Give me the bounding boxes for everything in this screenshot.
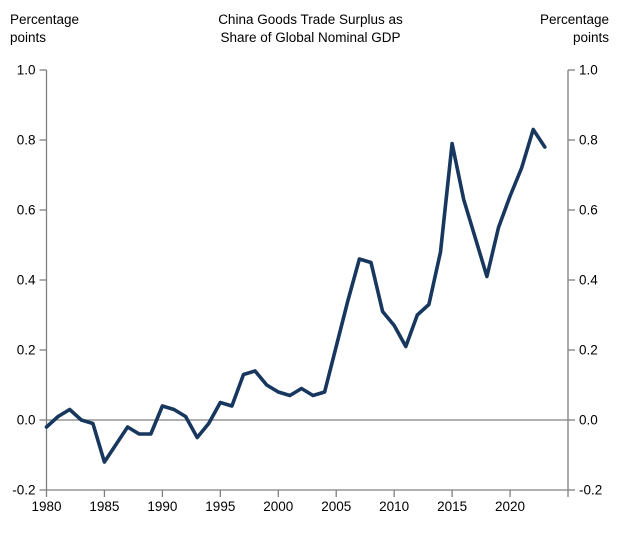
x-tick-label: 1990 <box>147 499 177 514</box>
right-axis-unit-line2: points <box>572 30 609 45</box>
y-tick-label-left: 0.0 <box>17 413 36 428</box>
x-tick-label: 1980 <box>31 499 61 514</box>
y-tick-label-right: 0.8 <box>579 133 598 148</box>
y-tick-label-right: 1.0 <box>579 63 598 78</box>
x-tick-label: 2010 <box>379 499 409 514</box>
right-axis-unit-line1: Percentage <box>539 12 609 27</box>
y-tick-label-left: 0.6 <box>17 203 36 218</box>
left-axis-unit-line2: points <box>10 30 47 45</box>
right-axis-unit-label: Percentage points <box>540 11 609 47</box>
x-tick-label: 1985 <box>89 499 119 514</box>
trade-surplus-line <box>44 127 547 464</box>
x-tick-label: 1995 <box>205 499 235 514</box>
y-tick-label-left: -0.2 <box>12 483 35 498</box>
y-tick-label-right: 0.0 <box>579 413 598 428</box>
y-tick-label-right: 0.6 <box>579 203 598 218</box>
x-tick-label: 2015 <box>437 499 467 514</box>
y-tick-label-left: 0.8 <box>17 133 36 148</box>
chart-title-line1: China Goods Trade Surplus as <box>218 12 403 27</box>
left-axis-unit-line1: Percentage <box>10 12 80 27</box>
y-tick-label-left: 0.2 <box>17 343 36 358</box>
y-tick-label-right: 0.2 <box>579 343 598 358</box>
y-tick-label-left: 0.4 <box>17 273 36 288</box>
y-tick-label-left: 1.0 <box>17 63 36 78</box>
y-tick-label-right: 0.4 <box>579 273 598 288</box>
x-tick-label: 2005 <box>321 499 351 514</box>
left-axis-unit-label: Percentage points <box>10 11 79 47</box>
chart-title-line2: Share of Global Nominal GDP <box>220 30 401 45</box>
chart-title: China Goods Trade Surplus as Share of Gl… <box>0 11 621 47</box>
x-tick-label: 2000 <box>263 499 293 514</box>
x-tick-label: 2020 <box>495 499 525 514</box>
y-tick-label-right: -0.2 <box>579 483 602 498</box>
